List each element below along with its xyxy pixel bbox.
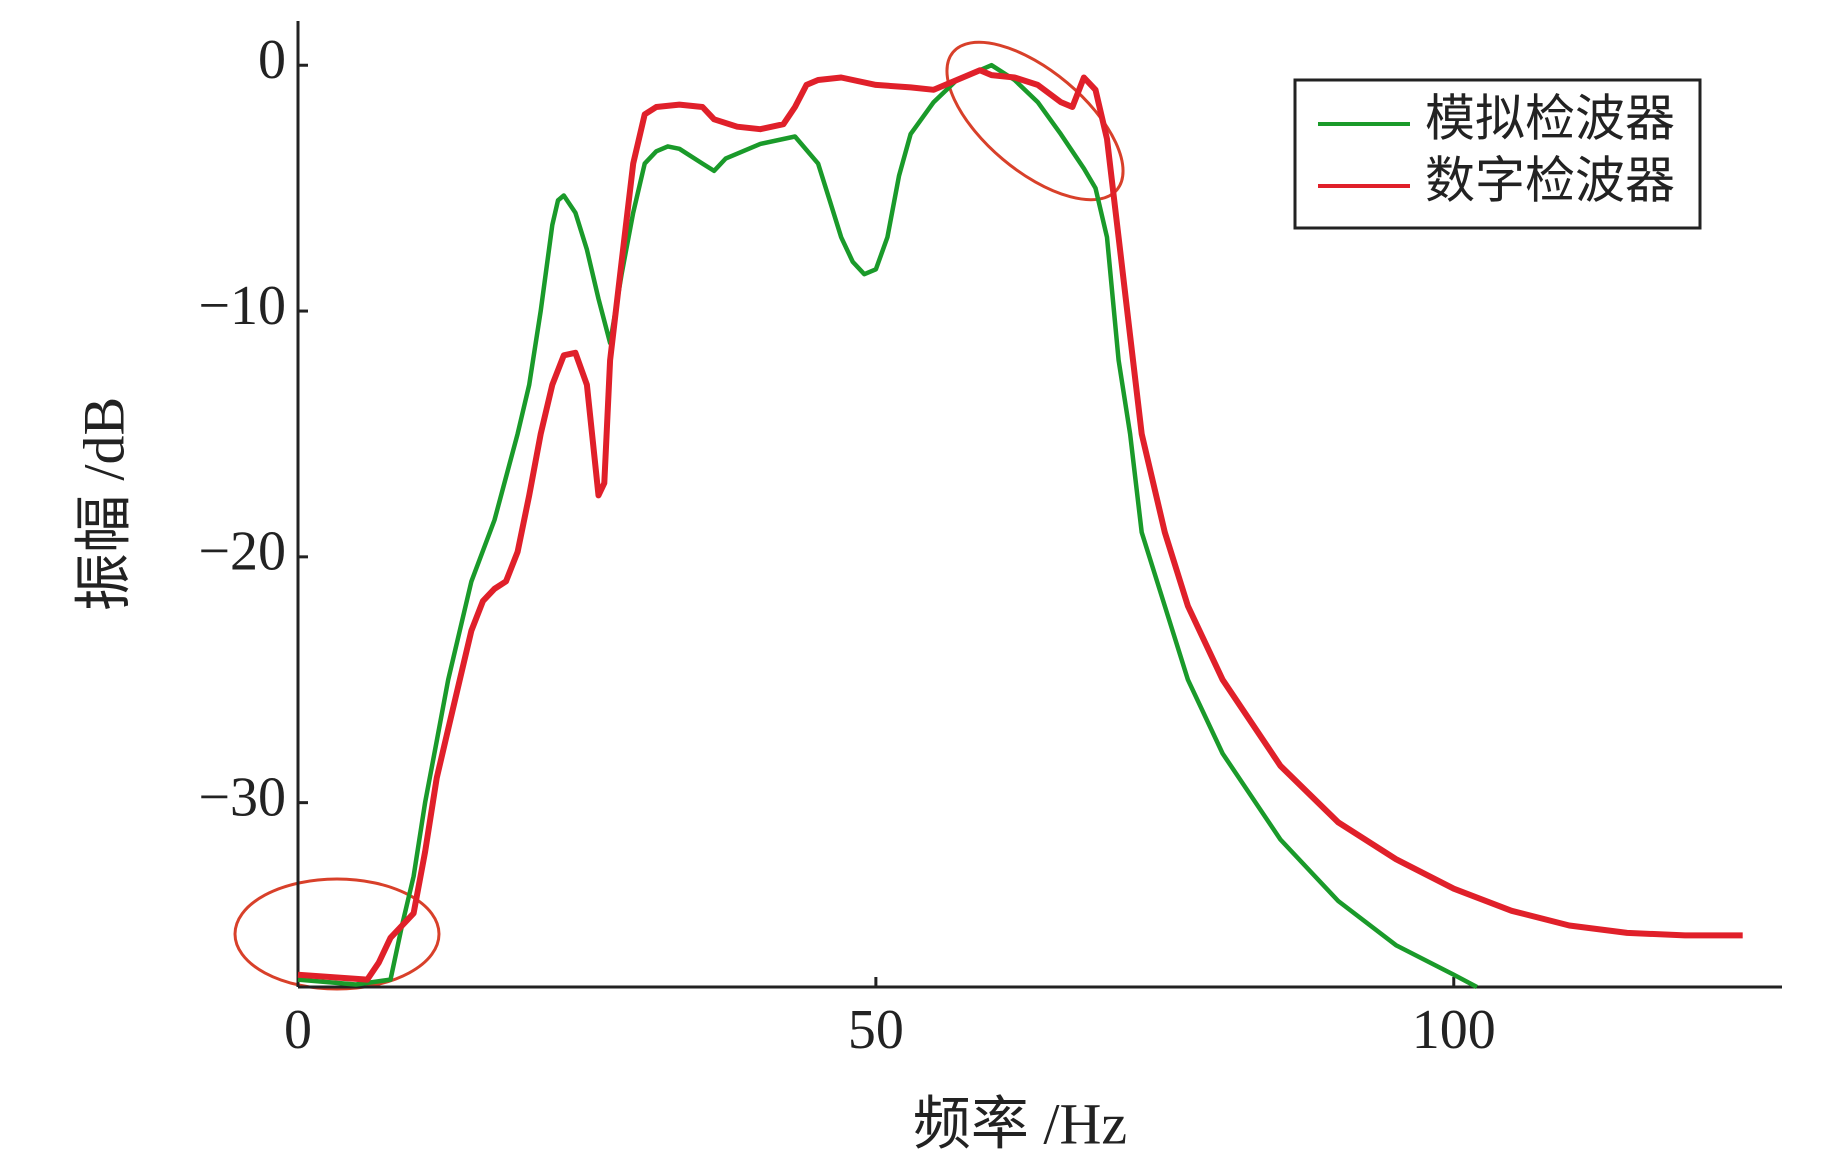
series-line xyxy=(297,67,1743,983)
x-tick-label: 0 xyxy=(284,999,312,1061)
x-tick-label: 100 xyxy=(1412,999,1496,1061)
x-axis-label: 频率 /Hz xyxy=(913,1091,1127,1156)
legend-label: 模拟检波器 xyxy=(1425,90,1675,146)
y-tick-label: 0 xyxy=(258,29,286,91)
x-tick-label: 50 xyxy=(848,999,904,1061)
series-line xyxy=(297,62,1478,989)
y-tick-label: −20 xyxy=(198,521,286,583)
y-axis-label: 振幅 /dB xyxy=(71,397,136,611)
y-tick-label: −30 xyxy=(198,766,286,828)
y-tick-label: −10 xyxy=(198,275,286,337)
highlight-ellipse xyxy=(945,40,1125,202)
legend-label: 数字检波器 xyxy=(1425,152,1675,208)
legend-box xyxy=(1293,78,1702,230)
highlight-ellipse xyxy=(233,877,441,991)
